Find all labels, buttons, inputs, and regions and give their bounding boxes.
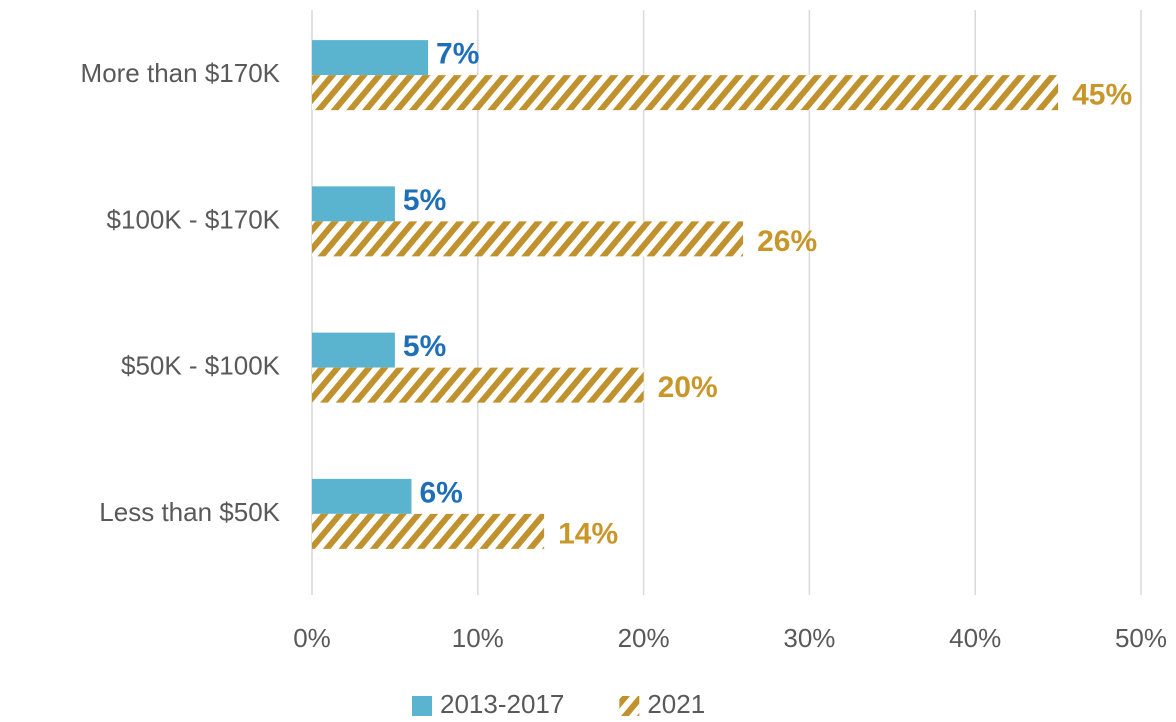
y-tick-label: Less than $50K <box>99 497 280 527</box>
y-tick-label: More than $170K <box>81 58 281 88</box>
data-label: 7% <box>436 38 479 71</box>
legend-label: 2021 <box>647 689 705 719</box>
bar <box>312 367 644 403</box>
legend-swatch <box>412 696 432 716</box>
legend-label: 2013-2017 <box>440 689 564 719</box>
x-tick-label: 20% <box>618 623 670 653</box>
x-tick-label: 50% <box>1115 623 1167 653</box>
bar <box>312 186 395 222</box>
data-label: 45% <box>1072 79 1132 112</box>
data-label: 20% <box>658 371 718 404</box>
bar <box>312 40 429 76</box>
data-label: 6% <box>419 476 462 509</box>
data-label: 14% <box>558 517 618 550</box>
x-tick-label: 10% <box>452 623 504 653</box>
data-label: 5% <box>403 184 446 217</box>
bar <box>312 478 412 514</box>
y-tick-label: $50K - $100K <box>121 351 281 381</box>
x-tick-label: 30% <box>783 623 835 653</box>
data-label: 5% <box>403 330 446 363</box>
bar <box>312 332 395 368</box>
bar <box>312 75 1059 111</box>
x-tick-label: 40% <box>949 623 1001 653</box>
legend-swatch <box>619 696 640 716</box>
bar <box>312 513 545 549</box>
y-tick-label: $100K - $170K <box>107 204 281 234</box>
bar <box>312 221 744 257</box>
x-tick-label: 0% <box>293 623 331 653</box>
data-label: 26% <box>757 225 817 258</box>
